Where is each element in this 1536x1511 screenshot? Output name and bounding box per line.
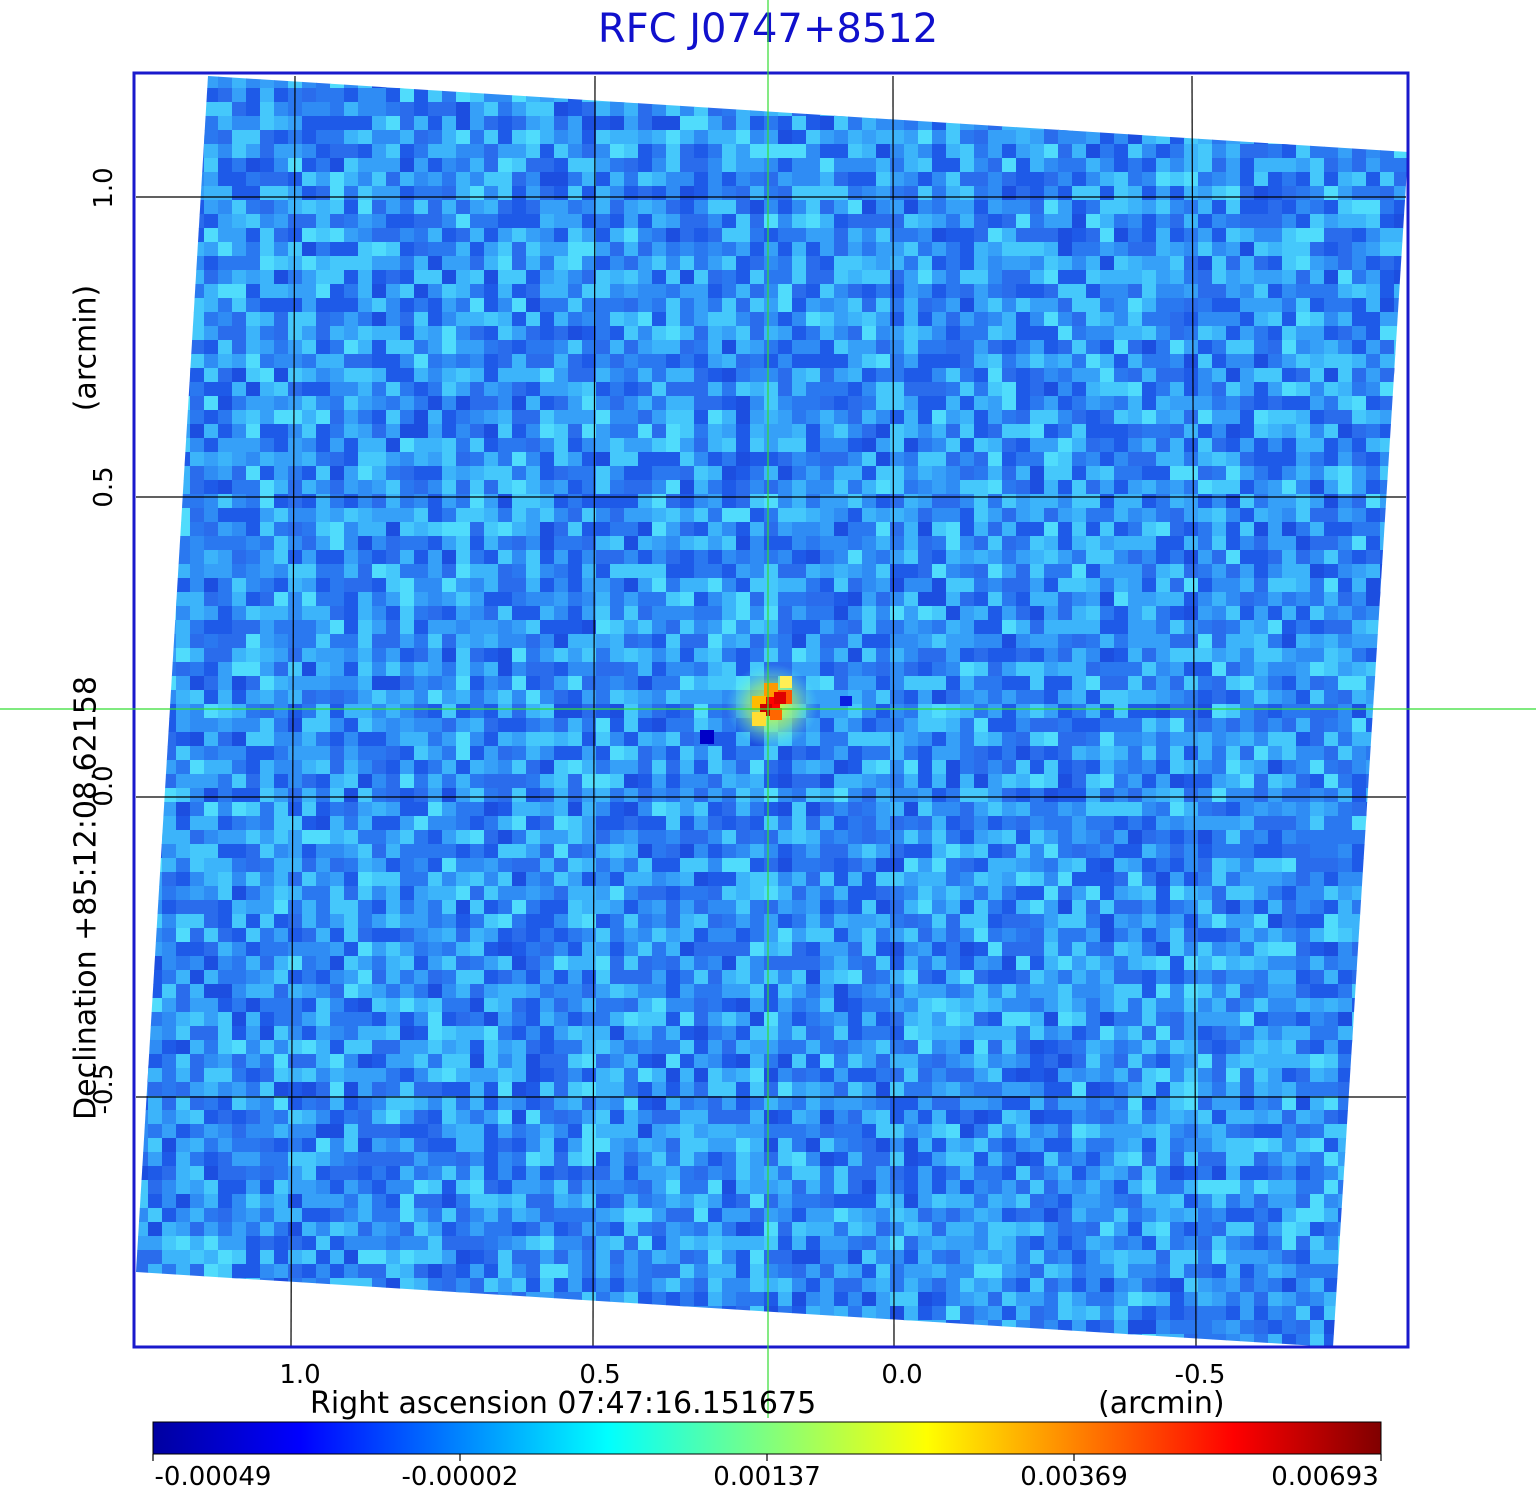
bright-source [700, 664, 852, 748]
colorbar [152, 1421, 1382, 1461]
y-tick-label: 1.0 [89, 167, 119, 209]
colorbar-tick-label: 0.00369 [1020, 1462, 1128, 1492]
crosshair [0, 0, 1536, 1418]
x-axis-label: Right ascension 07:47:16.151675 [310, 1386, 817, 1421]
x-tick-label: 0.5 [579, 1360, 621, 1390]
x-tick-label: -0.5 [1174, 1360, 1226, 1390]
coordinate-grid [136, 75, 1406, 1347]
y-tick-label: 0.5 [89, 466, 119, 508]
y-axis-label: Declination +85:12:08.62158 [68, 676, 104, 1120]
x-tick-label: 1.0 [279, 1360, 321, 1390]
colorbar-tick-label: 0.00137 [713, 1462, 821, 1492]
x-tick-label: 0.0 [881, 1360, 923, 1390]
y-axis-unit: (arcmin) [68, 284, 104, 412]
colorbar-tick-label: -0.00002 [401, 1462, 519, 1492]
colorbar-tick-label: -0.00049 [154, 1462, 272, 1492]
colorbar-tick-label: 0.00693 [1271, 1462, 1379, 1492]
plot-frame [132, 71, 1410, 1349]
x-axis-unit: (arcmin) [1098, 1386, 1225, 1421]
